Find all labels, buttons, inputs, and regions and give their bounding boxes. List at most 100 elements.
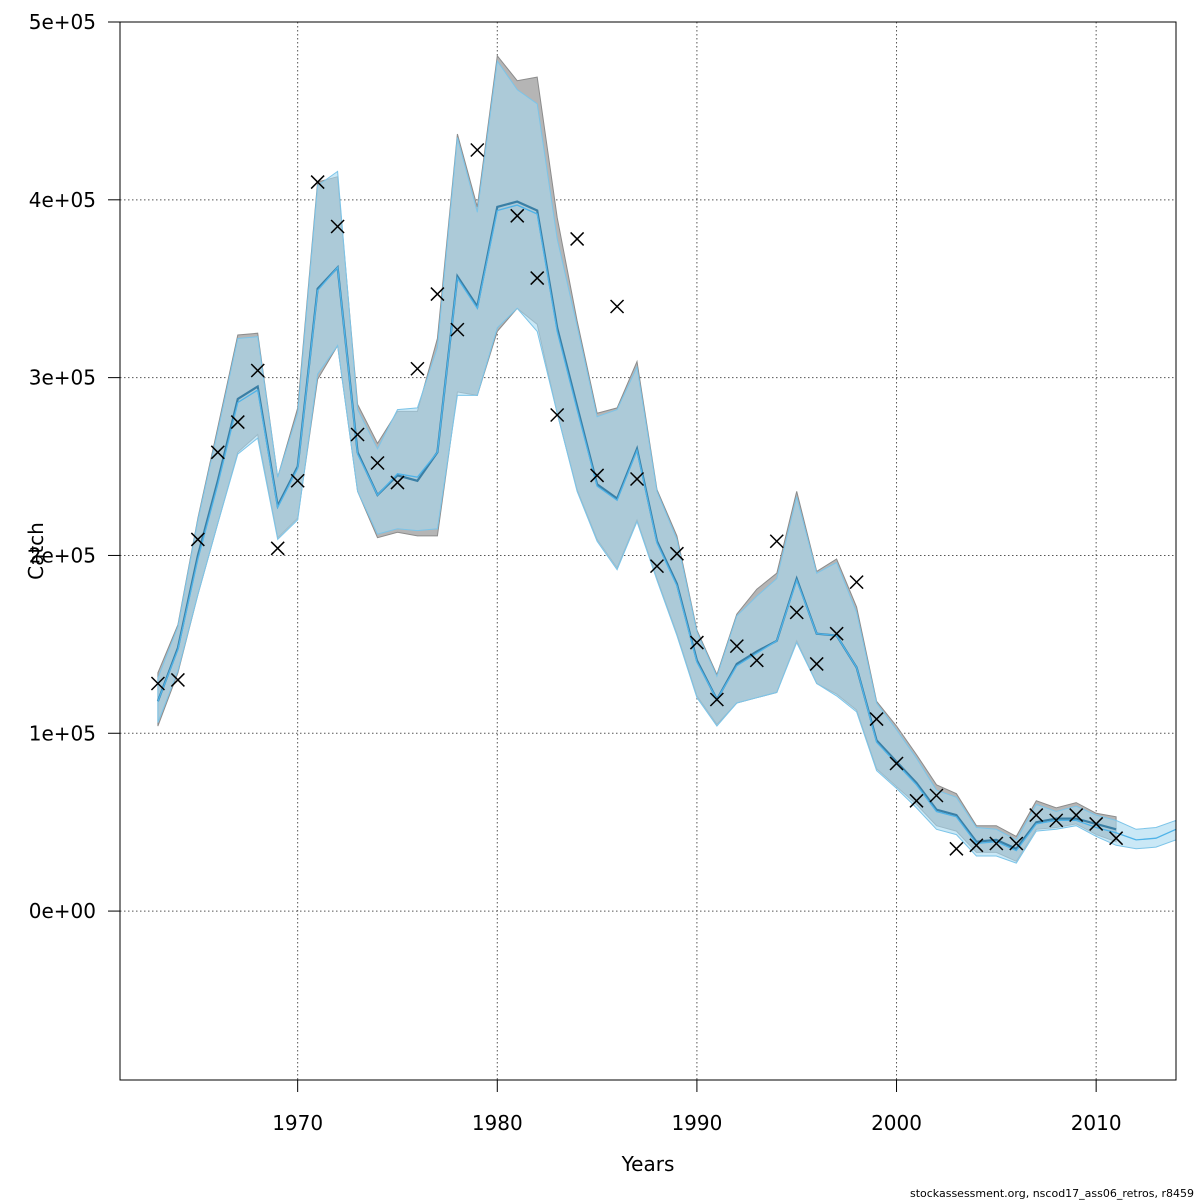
observed-catch-point — [749, 653, 764, 668]
observed-point-stroke — [410, 361, 425, 376]
confidence-bands — [157, 54, 1176, 864]
observed-point-stroke — [550, 407, 565, 423]
observed-catch-point — [290, 473, 305, 488]
observed-point-stroke — [829, 626, 844, 641]
observed-catch-point — [1089, 816, 1104, 831]
observed-catch-point — [470, 142, 485, 158]
y-tick-label: 2e+05 — [29, 543, 96, 567]
observed-catch-points — [150, 142, 1124, 856]
observed-catch-point — [809, 656, 824, 671]
y-tick-label: 5e+05 — [29, 10, 96, 34]
x-axis-title: Years — [621, 1152, 675, 1176]
observed-catch-point — [310, 175, 325, 190]
observed-catch-point — [590, 468, 605, 483]
estimate-lines — [156, 200, 1176, 852]
observed-catch-point — [1109, 831, 1124, 846]
observed-catch-point — [789, 605, 804, 620]
observed-catch-point — [330, 219, 345, 234]
observed-point-stroke — [610, 299, 625, 314]
observed-point-stroke — [849, 575, 864, 590]
observed-point-stroke — [430, 287, 445, 302]
observed-catch-point — [170, 672, 185, 687]
observed-point-stroke — [330, 219, 345, 234]
observed-point-stroke — [230, 415, 245, 430]
observed-point-stroke — [310, 175, 325, 190]
observed-point-stroke — [1009, 836, 1024, 851]
observed-catch-point — [629, 471, 645, 487]
observed-point-stroke — [350, 427, 365, 442]
observed-point-stroke — [909, 793, 924, 808]
x-tick-label: 2000 — [871, 1111, 922, 1135]
observed-catch-point — [570, 231, 585, 246]
observed-catch-point — [210, 445, 225, 460]
observed-catch-point — [689, 635, 704, 650]
observed-catch-point — [550, 407, 565, 423]
observed-point-stroke — [1069, 808, 1084, 823]
observed-catch-point — [1049, 813, 1064, 828]
observed-point-stroke — [929, 788, 944, 803]
observed-point-stroke — [270, 541, 285, 556]
observed-point-stroke — [769, 534, 784, 549]
observed-catch-point — [1009, 836, 1024, 851]
observed-point-stroke — [170, 672, 185, 687]
observed-point-stroke — [989, 836, 1004, 851]
observed-catch-point — [150, 676, 165, 691]
observed-catch-point — [370, 455, 385, 471]
y-tick-label: 1e+05 — [29, 721, 96, 745]
observed-point-stroke — [150, 676, 165, 691]
observed-catch-point — [230, 415, 245, 430]
observed-point-stroke — [789, 605, 804, 620]
observed-catch-point — [669, 546, 684, 561]
observed-catch-point — [889, 756, 904, 771]
observed-catch-point — [270, 541, 285, 556]
base-run-estimate-line — [156, 200, 1117, 851]
y-tick-label: 3e+05 — [29, 366, 96, 390]
observed-catch-point — [769, 534, 784, 549]
observed-catch-point — [1069, 808, 1084, 823]
observed-catch-point — [190, 532, 205, 547]
footer-credit: stockassessment.org, nscod17_ass06_retro… — [910, 1187, 1194, 1200]
x-tick-label: 1990 — [671, 1111, 722, 1135]
x-tick-label: 2010 — [1071, 1111, 1122, 1135]
y-axis-title: Catch — [24, 522, 48, 580]
observed-point-stroke — [1109, 831, 1124, 846]
observed-catch-point — [649, 559, 665, 574]
retrospective-run-confidence-band — [157, 59, 1176, 864]
observed-catch-point — [849, 575, 864, 590]
observed-point-stroke — [1049, 813, 1064, 828]
observed-catch-point — [430, 287, 445, 302]
observed-catch-point — [250, 363, 265, 378]
observed-catch-point — [929, 788, 944, 803]
observed-point-stroke — [689, 635, 704, 650]
observed-point-stroke — [210, 445, 225, 460]
y-tick-label: 0e+00 — [29, 899, 96, 923]
observed-catch-point — [510, 208, 525, 223]
observed-catch-point — [969, 838, 984, 853]
observed-point-stroke — [889, 756, 904, 771]
observed-point-stroke — [370, 455, 385, 471]
x-axis: 1970 1980 1990 2000 2010 — [272, 1079, 1122, 1135]
observed-point-stroke — [570, 231, 585, 246]
observed-catch-point — [350, 427, 365, 442]
observed-catch-point — [729, 639, 744, 654]
observed-point-stroke — [1029, 808, 1044, 823]
x-tick-label: 1970 — [272, 1111, 323, 1135]
observed-catch-point — [989, 836, 1004, 851]
observed-point-stroke — [590, 468, 605, 483]
observed-point-stroke — [530, 271, 545, 286]
observed-catch-point — [530, 271, 545, 286]
observed-point-stroke — [1089, 816, 1104, 831]
observed-point-stroke — [969, 838, 984, 853]
observed-point-stroke — [190, 532, 205, 547]
observed-catch-point — [410, 361, 425, 376]
observed-point-stroke — [510, 208, 525, 223]
observed-point-stroke — [949, 841, 964, 856]
observed-catch-point — [610, 299, 625, 314]
observed-point-stroke — [649, 559, 665, 574]
retrospective-run-estimate-line — [157, 204, 1176, 852]
observed-catch-point — [709, 692, 724, 707]
y-tick-label: 4e+05 — [29, 188, 96, 212]
observed-catch-point — [949, 841, 964, 856]
y-axis: 0e+00 1e+05 2e+05 3e+05 4e+05 5e+05 — [29, 10, 121, 923]
